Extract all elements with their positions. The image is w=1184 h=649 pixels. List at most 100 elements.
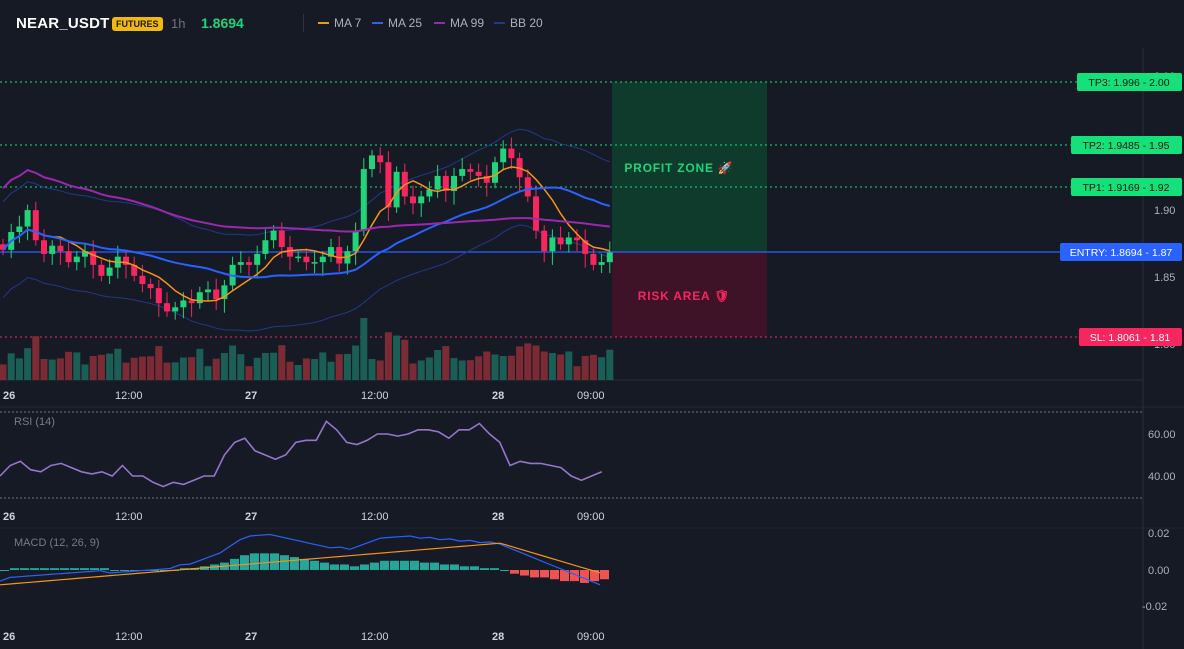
candle-body: [385, 162, 392, 208]
candle-body: [410, 196, 416, 204]
volume-bar: [179, 357, 187, 380]
candle-body: [172, 307, 179, 312]
candle-body: [549, 237, 556, 252]
candle-body: [393, 171, 400, 208]
ma99-label: MA 99: [450, 16, 485, 30]
macd-bar: [0, 570, 9, 571]
ma25-label: MA 25: [388, 16, 423, 30]
macd-bar: [530, 570, 539, 578]
macd-bar: [40, 568, 49, 570]
macd-bar: [90, 568, 99, 570]
volume-bar: [598, 357, 606, 380]
tp3-tag: [1077, 73, 1182, 91]
moving-averages: [2, 166, 611, 302]
volume-bar: [401, 339, 409, 380]
macd-bar: [350, 566, 359, 570]
candle-body: [574, 237, 580, 241]
candlesticks[interactable]: [0, 137, 613, 320]
volume-bar: [319, 352, 327, 380]
volume-bar: [89, 356, 97, 380]
candle-body: [205, 289, 211, 293]
candle-body: [426, 189, 433, 197]
timeframe-label[interactable]: 1h: [171, 16, 186, 31]
macd-bar: [60, 568, 69, 570]
macd-bar: [500, 570, 509, 571]
candle-body: [188, 300, 195, 304]
rsi-time-26: 26: [3, 511, 15, 523]
macd-bar: [600, 570, 609, 580]
candle-body: [606, 252, 613, 263]
price-tick-1-85: 1.85: [1154, 272, 1175, 284]
volume-bar: [114, 348, 122, 380]
macd-time-1200-b: 12:00: [361, 631, 389, 643]
legend-bb20[interactable]: BB 20: [494, 16, 543, 30]
macd-signal-line: [0, 542, 601, 586]
macd-bar: [120, 570, 129, 571]
entry-tag-text: ENTRY: 1.8694 - 1.87: [1070, 247, 1173, 259]
symbol-name[interactable]: NEAR_USDT: [16, 15, 110, 32]
ma7-swatch: [318, 22, 329, 24]
risk-zone: [612, 252, 767, 337]
candle-body: [369, 155, 375, 170]
tp3-tag-text: TP3: 1.996 - 2.00: [1088, 77, 1169, 89]
candle-body: [475, 171, 482, 176]
tp1-tag-text: TP1: 1.9169 - 1.92: [1083, 182, 1170, 194]
candle-body: [41, 240, 47, 254]
macd-bar: [410, 560, 419, 570]
legend-ma25[interactable]: MA 25: [372, 16, 422, 30]
macd-bar: [320, 562, 329, 570]
macd-bar: [290, 557, 299, 570]
candle-body: [533, 196, 539, 231]
chart-header: NEAR_USDT FUTURES 1h 1.8694 MA 7 MA 25 M…: [0, 0, 1184, 48]
volume-bar: [409, 363, 417, 380]
time-label-1200-b: 12:00: [361, 390, 389, 402]
volume-bar: [65, 351, 73, 380]
sl-tag: [1079, 328, 1182, 346]
candle-body: [237, 262, 244, 265]
macd-bar: [430, 562, 439, 570]
macd-time-28: 28: [492, 631, 504, 643]
volume-bar: [516, 346, 524, 380]
candle-body: [295, 256, 302, 259]
candle-body: [139, 275, 146, 285]
macd-bar: [420, 562, 429, 570]
candle-body: [49, 245, 56, 254]
macd-bar: [250, 553, 259, 570]
time-label-27: 27: [245, 390, 257, 402]
macd-bar: [50, 568, 59, 570]
candle-body: [270, 230, 277, 241]
legend-ma7[interactable]: MA 7: [318, 16, 361, 30]
volume-bar: [483, 351, 491, 380]
volume-bar: [122, 362, 130, 380]
macd-bar: [330, 564, 339, 570]
legend-ma99[interactable]: MA 99: [434, 16, 484, 30]
macd-bar: [570, 570, 579, 582]
volume-bar: [343, 353, 351, 380]
volume-bar: [499, 356, 507, 380]
time-label-28: 28: [492, 390, 504, 402]
macd-bar: [110, 570, 119, 571]
macd-bar: [230, 558, 239, 570]
candle-body: [57, 245, 64, 252]
candle-body: [434, 175, 441, 190]
candle-body: [598, 262, 605, 265]
candle-body: [254, 253, 261, 265]
volume-bar: [220, 353, 228, 380]
candle-body: [246, 262, 252, 265]
candle-body: [483, 175, 490, 183]
macd-histogram: [0, 533, 609, 586]
candle-body: [82, 251, 88, 257]
candle-body: [418, 196, 425, 204]
volume-bar: [253, 357, 261, 380]
macd-bar: [450, 564, 459, 570]
macd-bar: [100, 568, 109, 570]
candle-body: [147, 284, 154, 289]
volume-bar: [81, 364, 89, 380]
volume-bar: [73, 352, 81, 380]
volume-bar: [261, 353, 269, 380]
macd-bar: [440, 564, 449, 570]
time-axis-rsi: 26 12:00 27 12:00 28 09:00: [3, 511, 605, 523]
ma25-line: [2, 186, 611, 279]
macd-bar: [80, 568, 89, 570]
